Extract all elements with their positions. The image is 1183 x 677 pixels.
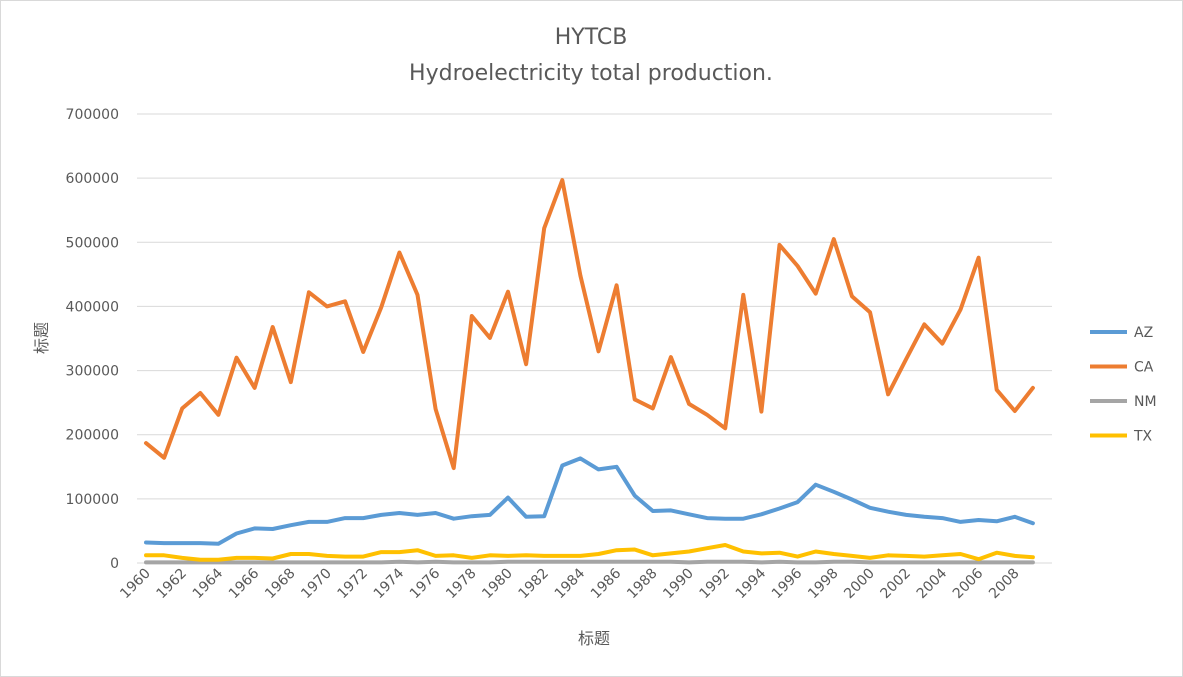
y-tick-label: 600000	[66, 171, 119, 187]
x-tick-label: 1976	[407, 565, 444, 602]
x-tick-label: 1992	[697, 566, 734, 603]
x-tick-label: 1982	[516, 566, 553, 603]
x-tick-label: 1994	[733, 565, 770, 602]
x-tick-label: 1972	[335, 566, 372, 603]
x-tick-label: 1984	[552, 565, 589, 602]
x-tick-label: 1988	[624, 566, 661, 603]
x-tick-label: 1978	[443, 566, 480, 603]
legend: AZ CA NM TX	[1090, 325, 1157, 445]
y-tick-label: 0	[110, 556, 119, 572]
chart-subtitle: Hydroelectricity total production.	[409, 61, 773, 86]
x-tick-label: 2000	[841, 566, 878, 603]
y-axis-ticks: 0 100000 200000 300000 400000 500000 600000 700…	[66, 107, 119, 572]
legend-label-ca: CA	[1134, 360, 1154, 376]
x-tick-label: 2006	[950, 565, 987, 602]
x-tick-label: 1998	[805, 566, 842, 603]
x-tick-label: 1968	[262, 566, 299, 603]
x-tick-label: 1974	[371, 565, 408, 602]
series-lines	[144, 178, 1035, 565]
series-line-ca	[144, 178, 1035, 471]
x-tick-label: 1966	[226, 565, 263, 602]
x-tick-label: 1996	[769, 565, 806, 602]
y-tick-label: 700000	[66, 107, 119, 123]
x-tick-label: 1964	[190, 565, 227, 602]
x-tick-label: 2004	[914, 565, 951, 602]
legend-label-nm: NM	[1134, 394, 1157, 410]
y-tick-label: 300000	[66, 364, 119, 380]
x-tick-label: 1986	[588, 565, 625, 602]
x-tick-label: 1990	[660, 566, 697, 603]
y-tick-label: 200000	[66, 428, 119, 444]
y-tick-label: 400000	[66, 299, 119, 315]
x-axis-ticks: 1960 1962 1964 1966 1968 1970 1972 1974 1976 1978…	[117, 565, 1022, 602]
series-line-nm	[144, 559, 1035, 565]
x-tick-label: 2002	[878, 566, 915, 603]
series-line-tx	[144, 543, 1035, 562]
chart-title: HYTCB	[555, 25, 628, 50]
x-tick-label: 1970	[298, 566, 335, 603]
y-tick-label: 100000	[66, 492, 119, 508]
x-tick-label: 1960	[117, 566, 154, 603]
legend-label-az: AZ	[1134, 325, 1153, 341]
y-tick-label: 500000	[66, 235, 119, 251]
x-tick-label: 1980	[479, 566, 516, 603]
x-tick-label: 1962	[154, 566, 191, 603]
y-axis-title: 标题	[32, 322, 51, 354]
x-axis-title: 标题	[578, 629, 610, 648]
legend-label-tx: TX	[1133, 429, 1153, 445]
series-line-az	[144, 456, 1035, 546]
x-tick-label: 2008	[986, 566, 1023, 603]
